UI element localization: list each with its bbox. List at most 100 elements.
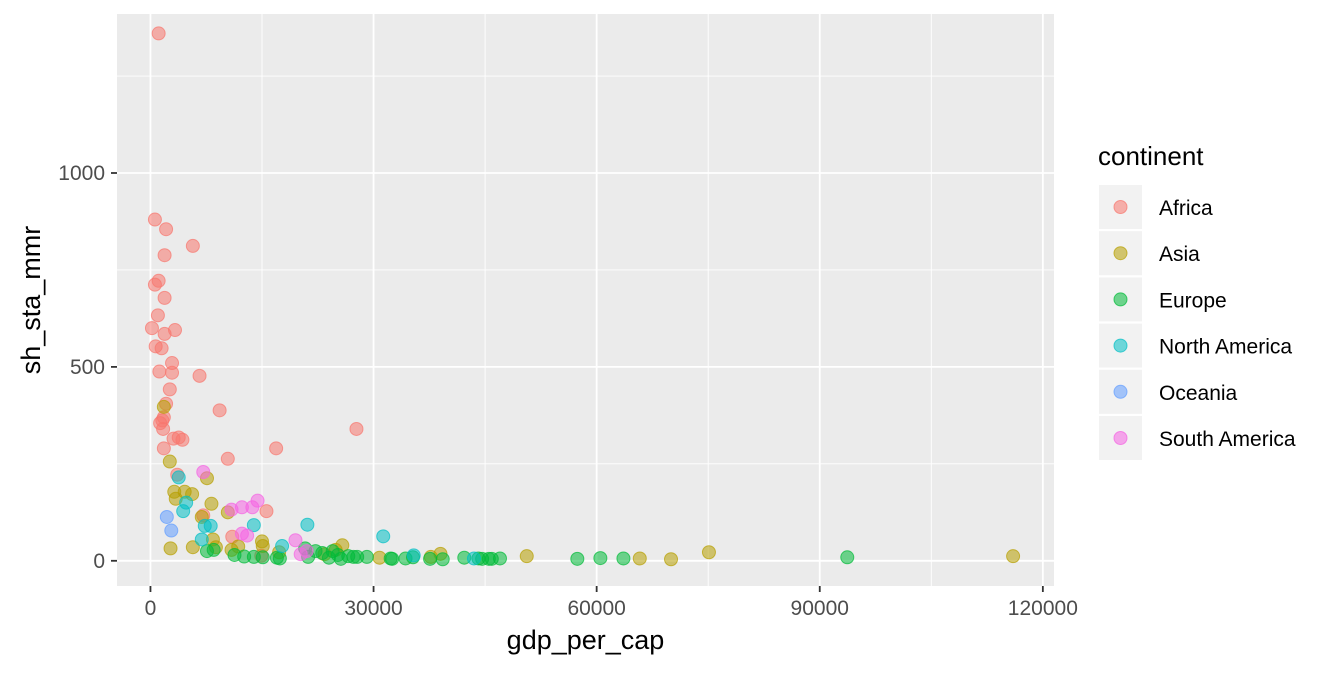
x-tick-label: 30000	[344, 597, 402, 620]
legend-item-oceania: Oceania	[1099, 369, 1238, 414]
data-point	[204, 496, 219, 511]
data-point	[570, 551, 585, 566]
data-point	[632, 551, 647, 566]
data-point	[154, 341, 169, 356]
legend-item-europe: Europe	[1099, 277, 1227, 322]
x-tick-label: 60000	[567, 597, 625, 620]
data-point	[152, 364, 167, 379]
data-point	[156, 421, 171, 436]
major-gridlines	[117, 14, 1054, 586]
legend-marker	[1113, 200, 1128, 214]
data-point	[164, 523, 179, 538]
data-point	[157, 326, 172, 341]
series-north-america	[171, 470, 481, 566]
legend-marker	[1113, 292, 1128, 307]
data-point	[492, 551, 507, 566]
legend: continent Africa Asia Europe North America O…	[1098, 141, 1296, 460]
data-point	[151, 26, 166, 41]
data-point	[288, 533, 303, 548]
x-tick-label: 120000	[1008, 597, 1078, 620]
data-point	[185, 238, 200, 253]
data-point	[1006, 549, 1021, 564]
data-point	[156, 441, 171, 456]
x-tick-label: 90000	[791, 597, 849, 620]
data-point	[423, 551, 438, 566]
legend-label: Africa	[1159, 197, 1213, 220]
legend-marker	[1113, 338, 1128, 353]
y-tick-label: 0	[93, 550, 105, 573]
data-point	[376, 529, 391, 544]
data-point	[240, 528, 255, 543]
y-axis-title: sh_sta_mmr	[16, 226, 46, 375]
data-point	[272, 551, 287, 566]
data-point	[385, 551, 400, 566]
data-point	[212, 403, 227, 418]
legend-marker	[1113, 384, 1128, 399]
legend-label: North America	[1159, 336, 1292, 359]
data-point	[300, 517, 315, 532]
minor-gridlines	[117, 14, 1054, 586]
data-point	[157, 290, 172, 305]
data-point	[192, 368, 207, 383]
data-point	[171, 430, 186, 445]
legend-marker	[1113, 246, 1128, 261]
data-point	[165, 365, 180, 380]
legend-item-south-america: South America	[1099, 416, 1296, 460]
data-point	[185, 540, 200, 555]
data-points	[144, 26, 1021, 567]
data-point	[259, 504, 274, 519]
x-axis-title: gdp_per_cap	[507, 625, 665, 655]
legend-item-africa: Africa	[1099, 185, 1213, 229]
legend-item-asia: Asia	[1099, 231, 1200, 276]
series-south-america	[196, 464, 314, 562]
data-point	[162, 382, 177, 397]
legend-label: Europe	[1159, 289, 1227, 312]
data-point	[299, 544, 314, 559]
data-point	[269, 441, 284, 456]
data-point	[519, 549, 534, 564]
data-point	[159, 509, 174, 524]
legend-label: South America	[1159, 428, 1296, 451]
data-point	[159, 222, 174, 237]
data-point	[150, 308, 165, 323]
data-point	[664, 552, 679, 567]
data-point	[176, 504, 191, 519]
series-asia	[156, 399, 1021, 567]
plot-panel	[117, 14, 1054, 586]
y-tick-label: 1000	[58, 162, 105, 185]
data-point	[275, 539, 290, 554]
y-tick-label: 500	[70, 356, 105, 379]
data-point	[246, 518, 261, 533]
legend-label: Asia	[1159, 243, 1200, 266]
data-point	[171, 470, 186, 485]
data-point	[220, 451, 235, 466]
x-axis: 0 30000 60000 90000 120000	[145, 586, 1078, 620]
data-point	[163, 541, 178, 556]
legend-label: Oceania	[1159, 382, 1238, 405]
series-africa	[144, 26, 364, 563]
data-point	[147, 212, 162, 227]
data-point	[156, 399, 171, 414]
series-oceania	[159, 509, 179, 538]
data-point	[194, 532, 209, 547]
data-point	[255, 550, 270, 565]
data-point	[466, 551, 481, 566]
data-point	[359, 549, 374, 564]
y-axis: 0 500 1000	[58, 162, 117, 573]
x-tick-label: 0	[145, 597, 157, 620]
data-point	[701, 545, 716, 560]
data-point	[203, 518, 218, 533]
data-point	[349, 421, 364, 436]
data-point	[206, 542, 221, 557]
legend-item-north-america: North America	[1099, 323, 1292, 368]
legend-marker	[1113, 431, 1128, 445]
data-point	[245, 500, 260, 515]
data-point	[147, 277, 162, 292]
data-point	[144, 321, 159, 336]
data-point	[196, 464, 211, 479]
data-point	[224, 502, 239, 517]
data-point	[840, 550, 855, 565]
data-point	[593, 551, 608, 566]
